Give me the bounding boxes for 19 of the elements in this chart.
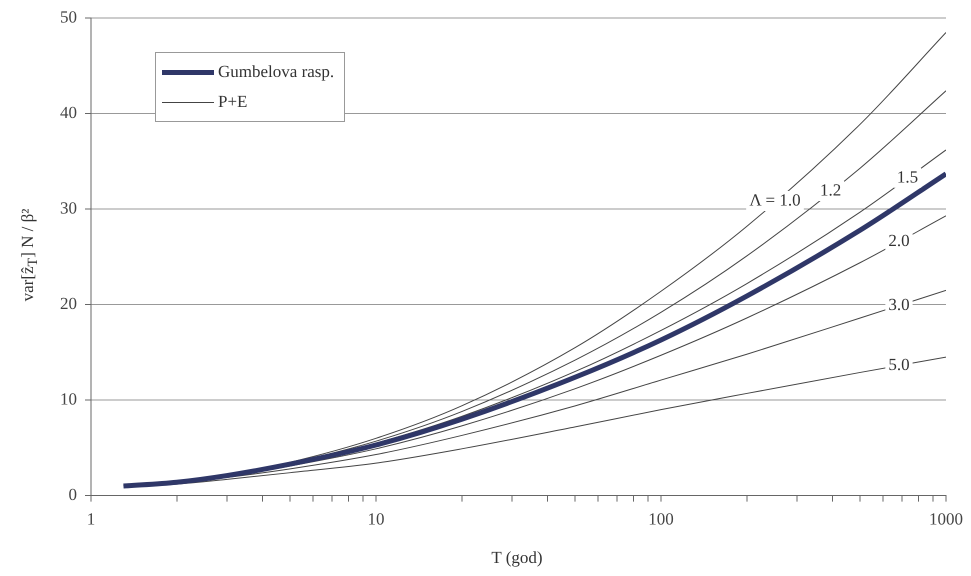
- x-tick-label: 1000: [929, 509, 963, 528]
- legend-label: Gumbelova rasp.: [218, 62, 334, 82]
- y-tick-label: 20: [60, 294, 77, 314]
- y-tick-label: 30: [60, 198, 77, 218]
- annotation: Λ = 1.0: [749, 190, 801, 210]
- x-tick-label: 100: [648, 509, 674, 528]
- annotation: 1.5: [896, 167, 918, 186]
- annotation: 1.2: [820, 180, 842, 200]
- y-tick-label: 10: [60, 390, 77, 409]
- annotation: 3.0: [888, 294, 910, 314]
- annotation: 5.0: [888, 354, 910, 374]
- x-tick-label: 1: [86, 509, 96, 528]
- y-tick-label: 0: [68, 485, 77, 504]
- y-tick-label: 40: [60, 103, 77, 122]
- x-axis-title: T (god): [491, 548, 543, 568]
- y-tick-label: 50: [60, 8, 77, 27]
- x-tick-label: 10: [368, 509, 384, 528]
- annotation: 2.0: [888, 230, 910, 250]
- legend-label: P+E: [218, 92, 248, 112]
